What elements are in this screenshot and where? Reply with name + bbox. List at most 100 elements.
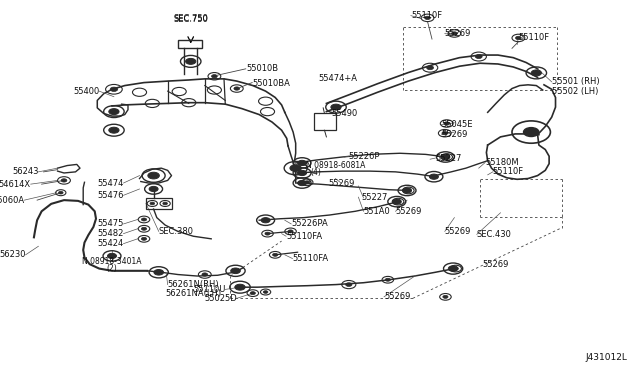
Text: 55269: 55269 (483, 260, 509, 269)
Circle shape (109, 127, 119, 133)
Circle shape (148, 172, 159, 179)
Text: 56230: 56230 (0, 250, 26, 259)
Text: 55110FA: 55110FA (286, 232, 322, 241)
Circle shape (444, 155, 449, 158)
Text: 55110U: 55110U (193, 285, 225, 294)
Text: 55490: 55490 (331, 109, 357, 118)
Circle shape (298, 180, 307, 186)
Circle shape (186, 58, 196, 64)
Text: (2): (2) (107, 264, 117, 273)
Text: 55482: 55482 (97, 229, 124, 238)
Text: 55227: 55227 (435, 154, 461, 163)
Text: 55226PA: 55226PA (291, 219, 328, 228)
Circle shape (425, 16, 431, 19)
Circle shape (230, 268, 241, 274)
Circle shape (396, 200, 401, 203)
Circle shape (346, 283, 352, 286)
Circle shape (441, 154, 450, 160)
Text: 55400: 55400 (73, 87, 99, 96)
Text: 55010B: 55010B (246, 64, 278, 73)
Circle shape (444, 122, 449, 125)
Circle shape (524, 128, 539, 137)
Text: 56243: 56243 (12, 167, 38, 176)
Text: 55501 (RH): 55501 (RH) (552, 77, 599, 86)
Text: (4): (4) (310, 169, 321, 177)
Circle shape (202, 273, 207, 276)
Circle shape (427, 66, 433, 70)
Text: 55474+A: 55474+A (319, 74, 358, 83)
Text: 55269: 55269 (445, 29, 471, 38)
Text: 55110F: 55110F (493, 167, 524, 176)
Circle shape (141, 227, 147, 230)
Circle shape (235, 284, 245, 290)
Circle shape (141, 237, 147, 240)
Circle shape (273, 253, 278, 256)
Circle shape (234, 87, 240, 90)
Circle shape (298, 170, 307, 176)
Circle shape (265, 232, 270, 235)
Circle shape (448, 266, 458, 272)
Circle shape (108, 253, 116, 259)
Circle shape (261, 218, 270, 223)
Text: 55180M: 55180M (485, 158, 519, 167)
Circle shape (516, 36, 522, 39)
Text: 54614X: 54614X (0, 180, 31, 189)
Circle shape (141, 218, 147, 221)
Circle shape (61, 179, 67, 182)
Circle shape (305, 181, 310, 184)
Text: SEC.750: SEC.750 (173, 15, 208, 23)
Text: 55424: 55424 (97, 239, 124, 248)
Circle shape (452, 32, 457, 35)
Text: 55269: 55269 (328, 179, 355, 187)
Text: 55476: 55476 (97, 191, 124, 200)
Bar (146, 198, 172, 209)
Circle shape (110, 87, 118, 92)
Text: 55269: 55269 (396, 207, 422, 216)
Text: SEC.380: SEC.380 (159, 227, 194, 236)
Circle shape (406, 189, 411, 192)
Text: 55269: 55269 (442, 130, 468, 139)
Bar (178, 40, 202, 48)
Text: SEC.430: SEC.430 (477, 230, 511, 239)
Text: 55474: 55474 (97, 179, 124, 187)
Circle shape (331, 104, 341, 110)
Circle shape (403, 188, 412, 193)
Circle shape (443, 295, 448, 298)
Circle shape (476, 55, 482, 58)
Text: 55045E: 55045E (442, 120, 473, 129)
Text: 55010BA: 55010BA (253, 79, 291, 88)
Circle shape (149, 186, 158, 192)
Text: 55475: 55475 (97, 219, 124, 228)
Text: 55269: 55269 (445, 227, 471, 236)
Text: 55110F: 55110F (411, 11, 442, 20)
Circle shape (163, 202, 168, 205)
Circle shape (385, 278, 390, 281)
Circle shape (263, 291, 268, 294)
Text: 55502 (LH): 55502 (LH) (552, 87, 598, 96)
Circle shape (211, 74, 218, 78)
Text: N 08918-6081A: N 08918-6081A (306, 161, 365, 170)
Circle shape (109, 109, 119, 115)
Text: 55110FA: 55110FA (292, 254, 328, 263)
Circle shape (288, 230, 293, 233)
Text: 56261N(RH): 56261N(RH) (168, 280, 220, 289)
Text: J431012L: J431012L (586, 353, 627, 362)
Circle shape (531, 70, 541, 76)
Circle shape (290, 165, 301, 171)
Text: SEC.750: SEC.750 (173, 15, 208, 24)
Text: N 08918-3401A: N 08918-3401A (83, 257, 141, 266)
Circle shape (429, 174, 438, 179)
Circle shape (250, 292, 255, 295)
Text: 55226P: 55226P (349, 152, 380, 161)
Circle shape (150, 202, 155, 205)
Circle shape (442, 131, 448, 135)
Bar (314, 113, 336, 130)
Text: 55025D: 55025D (204, 294, 237, 303)
Text: 55110F: 55110F (518, 33, 550, 42)
Text: 55060A: 55060A (0, 196, 24, 205)
Circle shape (298, 160, 307, 166)
Text: 551A0: 551A0 (364, 207, 390, 216)
Text: 55269: 55269 (384, 292, 410, 301)
Text: 55227: 55227 (362, 193, 388, 202)
Circle shape (58, 191, 63, 194)
